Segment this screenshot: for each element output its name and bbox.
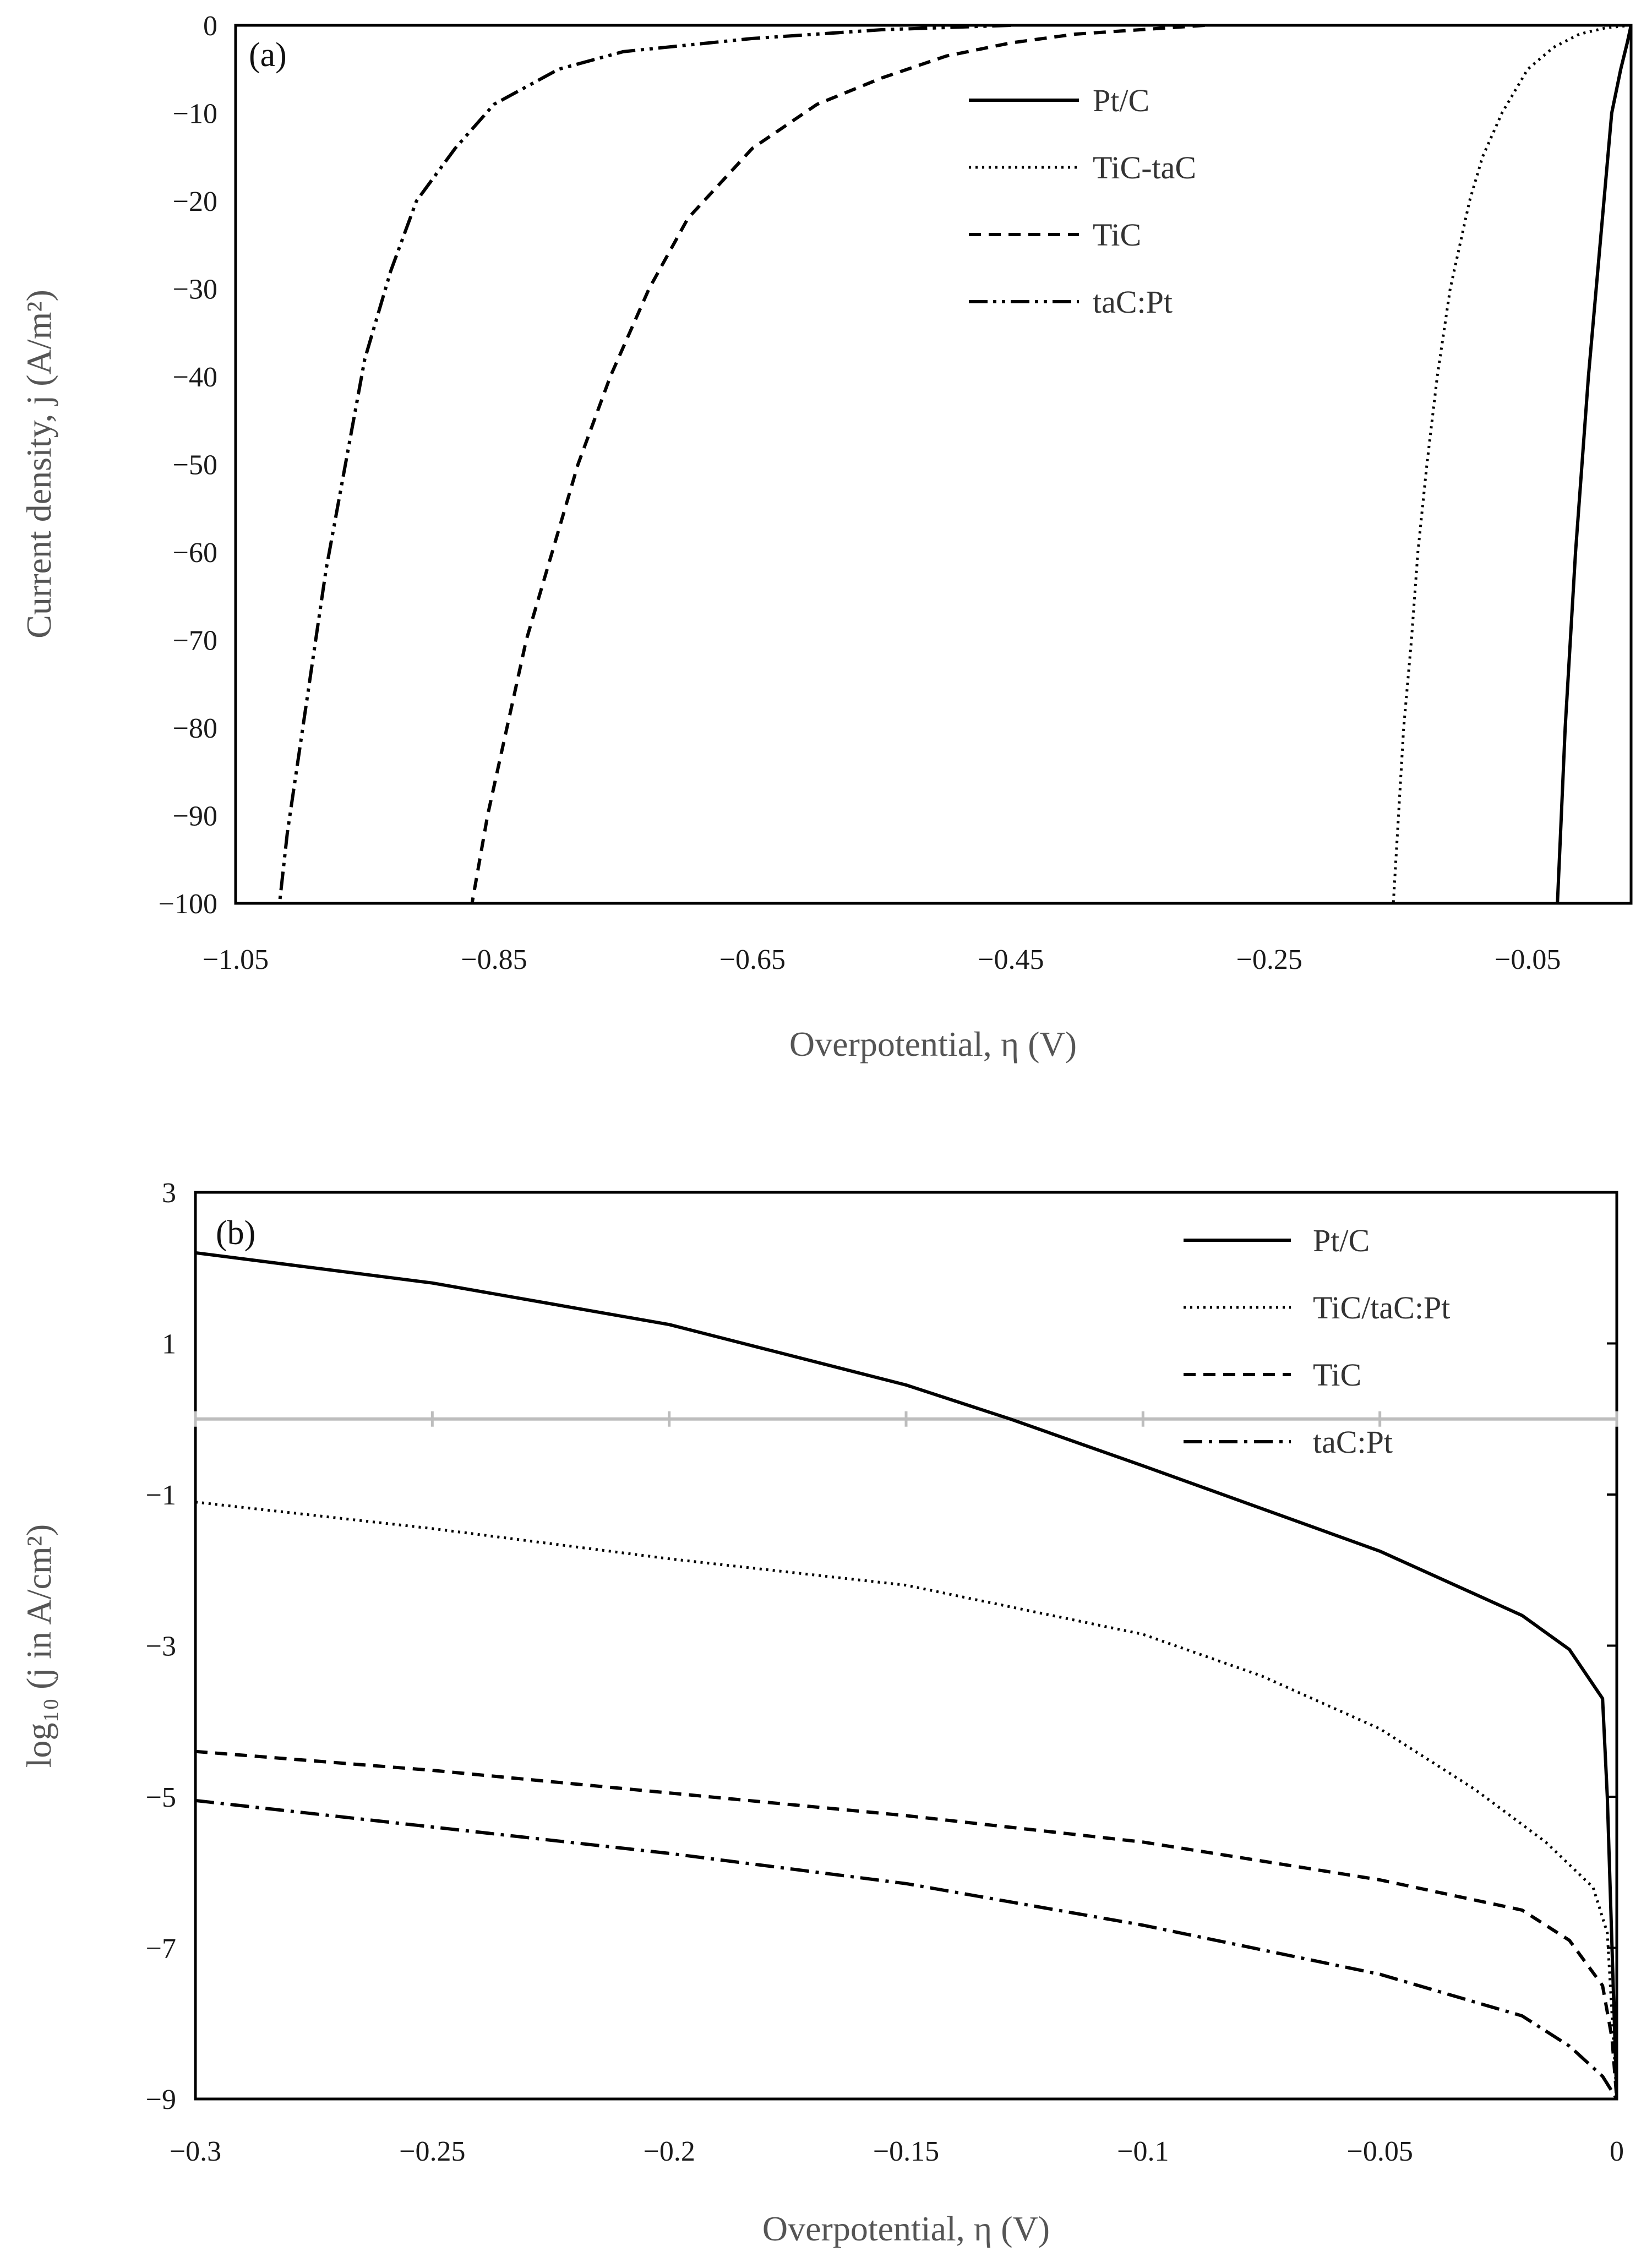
legend-label-tac-pt: taC:Pt: [1093, 284, 1173, 320]
legend-label-tac-pt: taC:Pt: [1313, 1424, 1393, 1460]
y-tick-label: −7: [146, 1933, 176, 1965]
panel-label-b: (b): [216, 1214, 255, 1252]
legend-label-tic-tac-pt: TiC/taC:Pt: [1313, 1290, 1450, 1326]
x-tick-label: −0.05: [1347, 2136, 1413, 2167]
y-axis-ticks-b: 3 1 −1 −3 −5 −7 −9: [146, 1177, 1617, 2115]
zero-baseline-b: [194, 1411, 1618, 1427]
x-tick-label: −1.05: [203, 944, 269, 975]
y-tick-label: −40: [173, 362, 217, 393]
legend-a: Pt/C TiC-taC TiC taC:Pt: [969, 83, 1196, 320]
x-tick-label: −0.05: [1495, 944, 1561, 975]
series-line-tic-tac-pt: [195, 1501, 1617, 2099]
y-tick-label: −1: [146, 1480, 176, 1511]
y-tick-label: −50: [173, 450, 217, 481]
y-tick-label: −80: [173, 713, 217, 744]
x-tick-label: 0: [1610, 2136, 1624, 2167]
plot-area-frame-a: [234, 24, 1633, 905]
x-tick-label: −0.25: [1236, 944, 1302, 975]
x-tick-label: −0.25: [399, 2136, 465, 2167]
x-axis-ticks-a: −1.05 −0.85 −0.65 −0.45 −0.25 −0.05: [203, 944, 1561, 975]
y-tick-label: 3: [162, 1177, 176, 1209]
series-line-tac-pt: [195, 1798, 1617, 2099]
legend-b: Pt/C TiC/taC:Pt TiC taC:Pt: [1184, 1223, 1450, 1460]
y-tick-label: 0: [203, 10, 217, 42]
series-line-pt-c: [1556, 25, 1631, 903]
x-tick-label: −0.2: [644, 2136, 695, 2167]
x-tick-label: −0.1: [1117, 2136, 1169, 2167]
chart-panel-b: (b) −0.3 −0.25 −0.2 −0.15 −0.1 −0.05 0 3 1 −1 −3 −…: [19, 1177, 1624, 2248]
y-tick-label: −30: [173, 274, 217, 306]
y-tick-label: −5: [146, 1782, 176, 1813]
y-tick-label: −9: [146, 2084, 176, 2115]
series-line-tic: [470, 25, 1205, 903]
x-tick-label: −0.85: [461, 944, 527, 975]
y-tick-label: 1: [162, 1329, 176, 1360]
y-axis-ticks-a: 0 −10 −20 −30 −40 −50 −60 −70 −80 −90 −100: [159, 10, 217, 920]
legend-label-tic: TiC: [1093, 217, 1141, 253]
x-tick-label: −0.15: [873, 2136, 939, 2167]
x-axis-title-b: Overpotential, η (V): [762, 2209, 1050, 2248]
legend-label-tic-tac: TiC-taC: [1093, 150, 1196, 186]
x-tick-label: −0.65: [719, 944, 786, 975]
y-tick-label: −20: [173, 186, 217, 217]
x-tick-label: −0.3: [170, 2136, 221, 2167]
y-tick-label: −10: [173, 99, 217, 130]
series-group-b: [195, 1251, 1617, 2099]
y-axis-title-a: Current density, j (A/m²): [19, 290, 58, 639]
chart-panel-a: (a) −1.05 −0.85 −0.65 −0.45 −0.25 −0.05 0 −10 −…: [19, 10, 1633, 1064]
y-tick-label: −60: [173, 537, 217, 569]
legend-label-pt-c: Pt/C: [1313, 1223, 1370, 1258]
series-line-tic-tac: [1392, 25, 1631, 903]
x-axis-ticks-b: −0.3 −0.25 −0.2 −0.15 −0.1 −0.05 0: [170, 2136, 1624, 2167]
y-tick-label: −3: [146, 1631, 176, 1662]
plot-area-frame-b: [194, 1191, 1618, 2101]
x-axis-title-a: Overpotential, η (V): [789, 1024, 1077, 1064]
y-axis-title-b: log₁₀ (j in A/cm²): [19, 1524, 58, 1768]
series-line-tic: [195, 1749, 1617, 2099]
series-group-a: [277, 25, 1631, 903]
y-tick-label: −70: [173, 625, 217, 657]
legend-label-pt-c: Pt/C: [1093, 83, 1149, 118]
panel-label-a: (a): [249, 36, 287, 74]
y-tick-label: −100: [159, 888, 217, 920]
x-tick-label: −0.45: [978, 944, 1044, 975]
legend-label-tic: TiC: [1313, 1357, 1361, 1393]
series-line-tac-pt: [277, 25, 1011, 903]
series-line-pt-c: [195, 1251, 1617, 2099]
y-tick-label: −90: [173, 801, 217, 832]
